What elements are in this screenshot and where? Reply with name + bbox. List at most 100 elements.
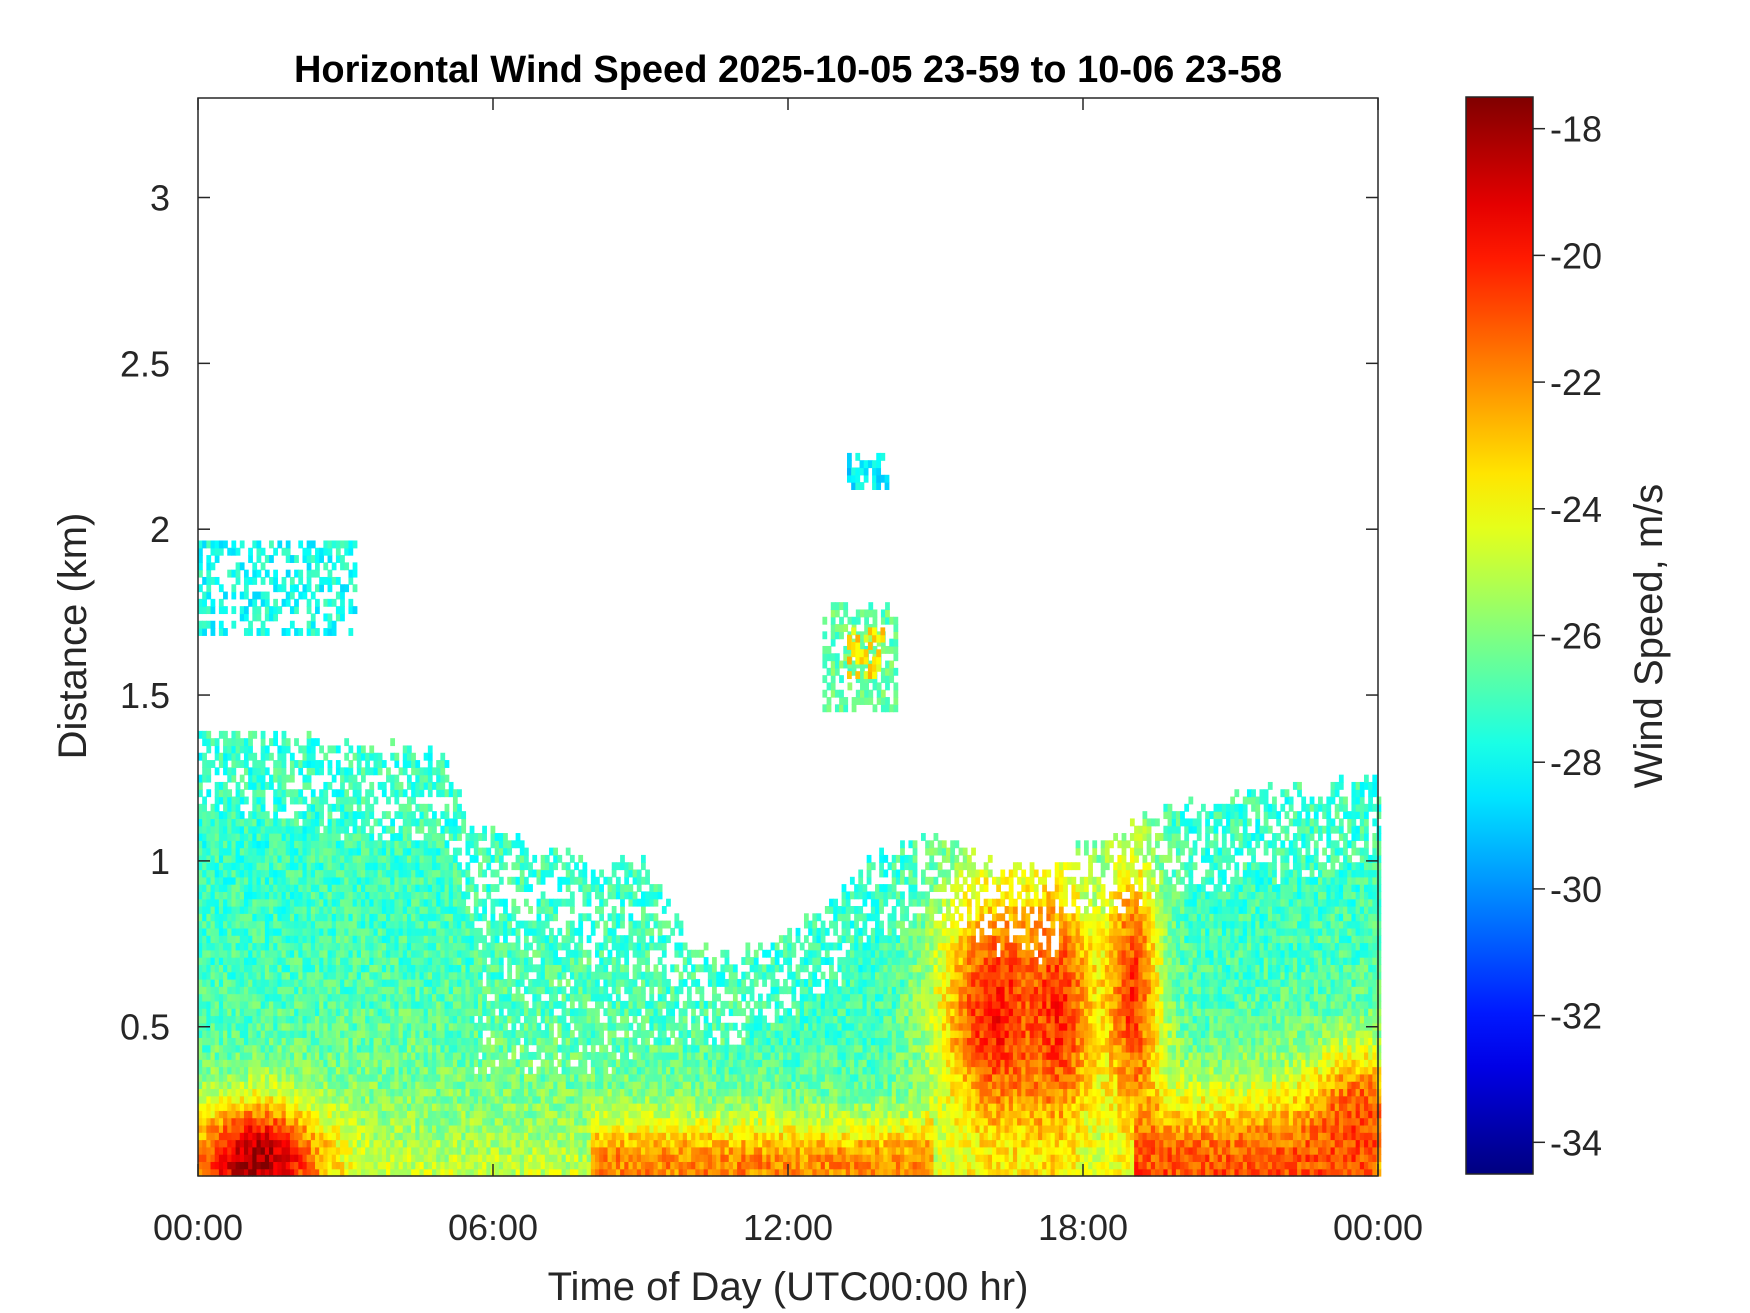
- heatmap-cell: [507, 1073, 513, 1082]
- heatmap-cell: [369, 745, 375, 754]
- heatmap-cell: [289, 833, 295, 841]
- heatmap-cell: [549, 1073, 554, 1082]
- heatmap-cell: [306, 898, 312, 907]
- heatmap-cell: [457, 1110, 462, 1119]
- heatmap-cell: [452, 833, 458, 841]
- heatmap-cell: [323, 1051, 329, 1060]
- heatmap-cell: [398, 767, 404, 776]
- heatmap-cell: [386, 1146, 391, 1155]
- heatmap-cell: [419, 1088, 425, 1097]
- heatmap-cell: [436, 1059, 441, 1068]
- heatmap-cell: [277, 1168, 283, 1177]
- heatmap-cell: [198, 847, 203, 856]
- heatmap-cell: [327, 767, 333, 776]
- heatmap-cell: [248, 1073, 253, 1082]
- heatmap-cell: [206, 1146, 212, 1155]
- heatmap-cell: [394, 1022, 400, 1031]
- heatmap-cell: [398, 942, 404, 951]
- heatmap-cell: [440, 1081, 446, 1090]
- heatmap-cell: [411, 796, 416, 805]
- heatmap-cell: [344, 1154, 350, 1163]
- heatmap-cell: [432, 1103, 437, 1111]
- heatmap-cell: [269, 957, 274, 965]
- heatmap-cell: [218, 854, 224, 863]
- heatmap-cell: [310, 1139, 316, 1148]
- heatmap-cell: [198, 898, 203, 907]
- heatmap-cell: [202, 971, 207, 980]
- heatmap-cell: [498, 913, 504, 922]
- heatmap-cell: [565, 1124, 571, 1133]
- heatmap-cell: [427, 1161, 433, 1170]
- heatmap-cell: [256, 906, 262, 914]
- heatmap-cell: [427, 854, 433, 863]
- heatmap-cell: [553, 1117, 559, 1126]
- heatmap-cell: [511, 1161, 517, 1170]
- heatmap-cell: [310, 738, 316, 747]
- heatmap-cell: [340, 1073, 345, 1082]
- heatmap-cell: [423, 1081, 429, 1090]
- heatmap-cell: [352, 825, 358, 834]
- heatmap-cell: [557, 1154, 563, 1163]
- heatmap-cell: [223, 825, 228, 834]
- heatmap-cell: [231, 884, 237, 893]
- heatmap-cell: [335, 1051, 341, 1060]
- heatmap-cell: [356, 898, 362, 907]
- heatmap-cell: [298, 986, 304, 995]
- heatmap-cell: [615, 1161, 621, 1170]
- heatmap-cell: [390, 1139, 396, 1148]
- heatmap-cell: [628, 978, 634, 987]
- heatmap-cell: [565, 862, 571, 871]
- heatmap-cell: [544, 1008, 550, 1017]
- heatmap-cell: [411, 993, 416, 1002]
- heatmap-cell: [214, 986, 220, 995]
- heatmap-cell: [315, 1124, 320, 1133]
- heatmap-cell: [553, 1015, 559, 1024]
- heatmap-cell: [386, 1095, 391, 1104]
- heatmap-cell: [603, 1066, 609, 1075]
- heatmap-cell: [536, 942, 542, 951]
- heatmap-cell: [595, 978, 600, 987]
- heatmap-cell: [289, 854, 295, 863]
- heatmap-cell: [452, 949, 458, 958]
- heatmap-cell: [432, 1008, 437, 1017]
- heatmap-cell: [457, 1030, 462, 1038]
- heatmap-cell: [540, 1161, 546, 1170]
- heatmap-cell: [202, 818, 207, 827]
- heatmap-cell: [248, 935, 253, 944]
- heatmap-cell: [448, 1124, 454, 1133]
- heatmap-cell: [519, 884, 525, 893]
- heatmap-cell: [369, 1000, 375, 1009]
- heatmap-cell: [478, 1022, 483, 1031]
- heatmap-cell: [607, 1139, 613, 1148]
- heatmap-cell: [264, 745, 270, 754]
- heatmap-cell: [561, 935, 567, 944]
- heatmap-cell: [440, 862, 446, 871]
- heatmap-cell: [427, 774, 433, 783]
- heatmap-cell: [565, 1168, 571, 1177]
- heatmap-cell: [373, 942, 379, 951]
- heatmap-cell: [549, 1015, 554, 1024]
- heatmap-cell: [427, 1117, 433, 1126]
- heatmap-cell: [461, 1103, 467, 1111]
- heatmap-cell: [507, 1117, 513, 1126]
- heatmap-cell: [269, 854, 274, 863]
- heatmap: [198, 452, 1382, 1177]
- heatmap-cell: [544, 1051, 550, 1060]
- heatmap-cell: [415, 957, 421, 965]
- heatmap-cell: [360, 1030, 366, 1038]
- heatmap-cell: [611, 1088, 617, 1097]
- heatmap-cell: [298, 964, 304, 973]
- heatmap-cell: [595, 1022, 600, 1031]
- heatmap-cell: [457, 891, 462, 900]
- heatmap-cell: [260, 971, 266, 980]
- heatmap-cell: [427, 1037, 433, 1046]
- heatmap-cell: [319, 920, 324, 929]
- heatmap-cell: [448, 993, 454, 1002]
- heatmap-cell: [411, 1022, 416, 1031]
- heatmap-cell: [402, 1168, 408, 1177]
- heatmap-cell: [356, 876, 362, 885]
- heatmap-cell: [214, 1022, 220, 1031]
- heatmap-cell: [390, 993, 396, 1002]
- heatmap-cell: [595, 1000, 600, 1009]
- heatmap-cell: [260, 1132, 266, 1141]
